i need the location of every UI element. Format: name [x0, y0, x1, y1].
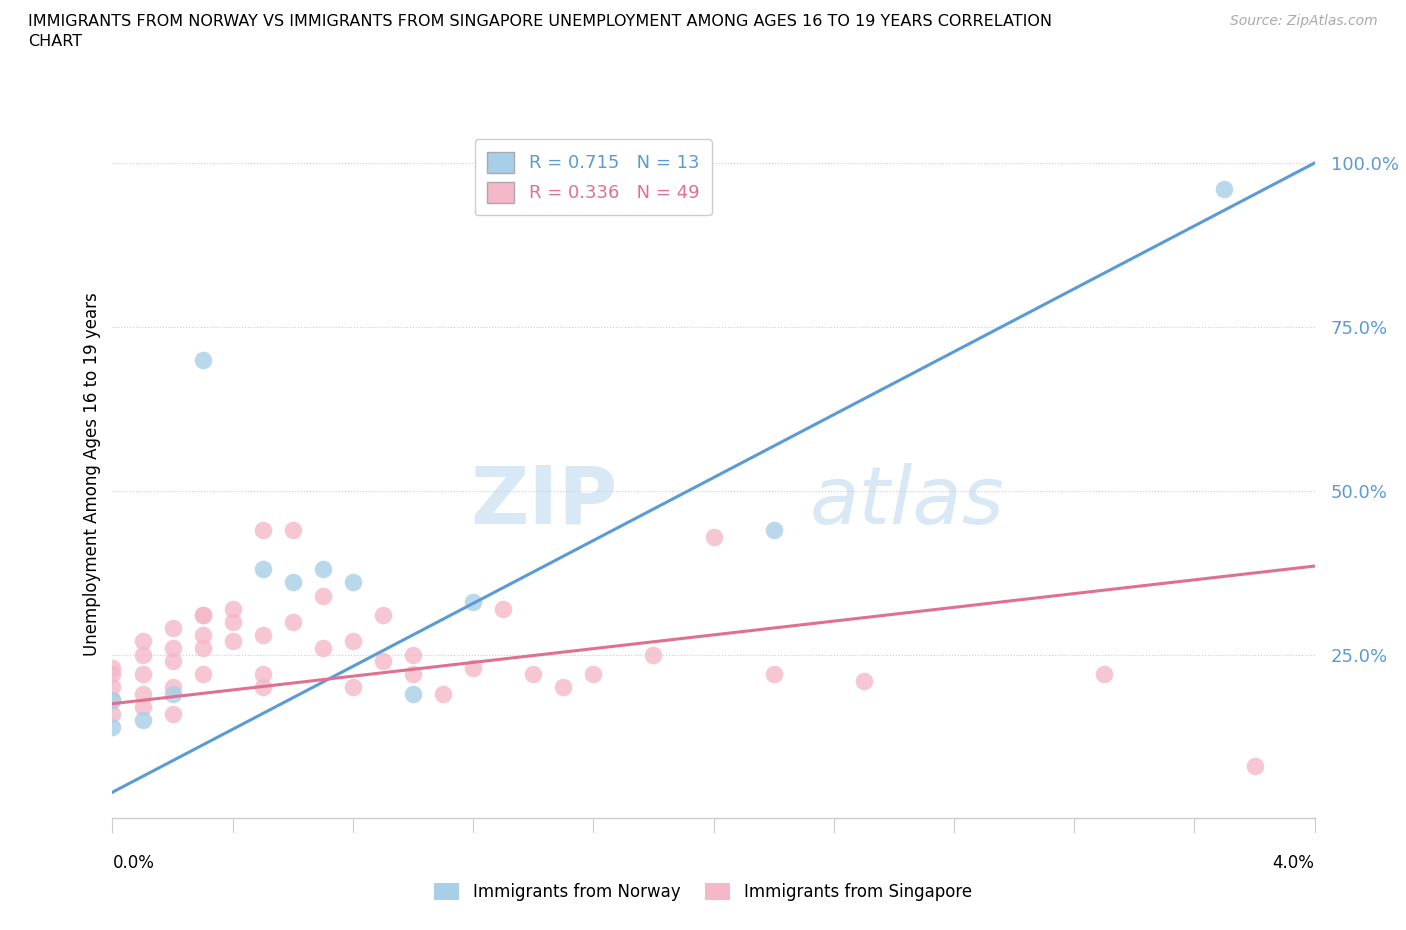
Point [342, 634, 364, 649]
Point [162, 706, 184, 721]
Point [131, 699, 153, 714]
Point [553, 680, 575, 695]
Point [492, 601, 515, 616]
Point [252, 680, 274, 695]
Point [461, 660, 484, 675]
Text: ZIP: ZIP [470, 463, 617, 541]
Point [222, 634, 245, 649]
Point [191, 608, 214, 623]
Text: 0.0%: 0.0% [112, 855, 155, 872]
Point [312, 562, 335, 577]
Point [191, 352, 214, 367]
Point [402, 667, 425, 682]
Point [312, 641, 335, 656]
Point [1092, 667, 1115, 682]
Point [222, 615, 245, 630]
Point [101, 660, 124, 675]
Point [131, 667, 153, 682]
Point [1243, 759, 1265, 774]
Text: Source: ZipAtlas.com: Source: ZipAtlas.com [1230, 14, 1378, 28]
Y-axis label: Unemployment Among Ages 16 to 19 years: Unemployment Among Ages 16 to 19 years [83, 292, 101, 657]
Point [191, 641, 214, 656]
Point [281, 523, 304, 538]
Point [312, 588, 335, 603]
Point [101, 667, 124, 682]
Point [252, 523, 274, 538]
Text: 4.0%: 4.0% [1272, 855, 1315, 872]
Point [371, 654, 394, 669]
Point [281, 615, 304, 630]
Point [101, 693, 124, 708]
Point [162, 680, 184, 695]
Point [101, 680, 124, 695]
Point [131, 712, 153, 727]
Point [371, 608, 394, 623]
Text: IMMIGRANTS FROM NORWAY VS IMMIGRANTS FROM SINGAPORE UNEMPLOYMENT AMONG AGES 16 T: IMMIGRANTS FROM NORWAY VS IMMIGRANTS FRO… [28, 14, 1052, 48]
Point [191, 608, 214, 623]
Point [101, 706, 124, 721]
Point [131, 686, 153, 701]
Point [131, 634, 153, 649]
Point [191, 628, 214, 643]
Point [852, 673, 875, 688]
Point [101, 693, 124, 708]
Point [252, 628, 274, 643]
Point [461, 594, 484, 609]
Point [702, 529, 725, 544]
Point [222, 601, 245, 616]
Point [162, 686, 184, 701]
Point [643, 647, 665, 662]
Point [162, 641, 184, 656]
Point [162, 654, 184, 669]
Point [281, 575, 304, 590]
Point [101, 719, 124, 734]
Point [762, 523, 785, 538]
Point [762, 667, 785, 682]
Text: atlas: atlas [810, 463, 1004, 541]
Point [402, 647, 425, 662]
Legend: Immigrants from Norway, Immigrants from Singapore: Immigrants from Norway, Immigrants from … [427, 876, 979, 908]
Point [522, 667, 544, 682]
Point [582, 667, 605, 682]
Point [402, 686, 425, 701]
Legend: R = 0.715   N = 13, R = 0.336   N = 49: R = 0.715 N = 13, R = 0.336 N = 49 [475, 140, 711, 215]
Point [1213, 181, 1236, 196]
Point [131, 647, 153, 662]
Point [191, 667, 214, 682]
Point [342, 680, 364, 695]
Point [432, 686, 454, 701]
Point [252, 667, 274, 682]
Point [342, 575, 364, 590]
Point [162, 621, 184, 636]
Point [252, 562, 274, 577]
